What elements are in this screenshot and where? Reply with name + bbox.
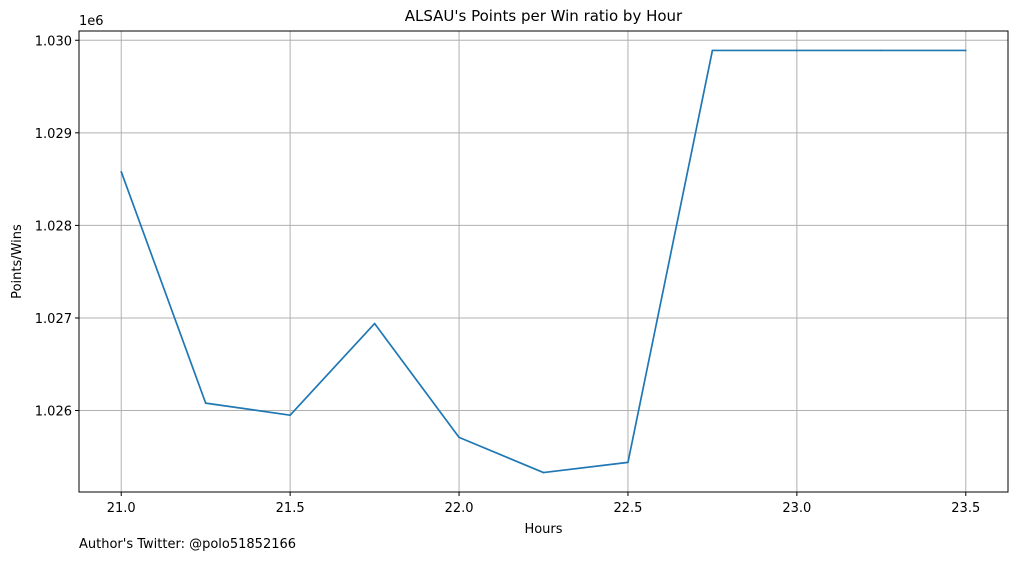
series-line xyxy=(120,49,966,474)
x-tick-label: 21.0 xyxy=(107,501,136,516)
y-tick-label: 1.028 xyxy=(35,219,72,234)
x-tick-label: 23.5 xyxy=(951,501,980,516)
data-point xyxy=(964,49,967,52)
y-tick-label: 1.027 xyxy=(35,312,72,327)
x-axis-label: Hours xyxy=(524,522,562,537)
x-tick-label: 22.5 xyxy=(613,501,642,516)
y-axis-offset-label: 1e6 xyxy=(79,14,104,29)
x-tick-label: 21.5 xyxy=(276,501,305,516)
data-point xyxy=(373,322,376,325)
data-point xyxy=(120,170,123,173)
x-axis-ticks: 21.0 21.5 22.0 22.5 23.0 23.5 xyxy=(107,492,980,516)
author-twitter-credit: Author's Twitter: @polo51852166 xyxy=(79,537,297,552)
y-axis-label: Points/Wins xyxy=(10,224,25,299)
y-tick-label: 1.030 xyxy=(35,34,72,49)
data-point xyxy=(711,49,714,52)
data-point xyxy=(796,49,798,52)
data-point xyxy=(627,461,629,464)
y-tick-label: 1.026 xyxy=(35,405,72,420)
data-point xyxy=(289,414,291,416)
y-axis-ticks: 1.026 1.027 1.028 1.029 1.030 xyxy=(35,34,79,420)
x-tick-label: 22.0 xyxy=(445,501,474,516)
grid-lines xyxy=(79,31,1008,492)
chart-title: ALSAU's Points per Win ratio by Hour xyxy=(405,7,683,25)
data-point xyxy=(458,436,460,439)
data-point xyxy=(204,402,207,404)
data-point xyxy=(880,49,883,52)
y-tick-label: 1.029 xyxy=(35,127,72,142)
x-tick-label: 23.0 xyxy=(782,501,811,516)
plot-frame xyxy=(78,30,1009,493)
data-point xyxy=(542,471,545,474)
series-group xyxy=(120,49,967,474)
